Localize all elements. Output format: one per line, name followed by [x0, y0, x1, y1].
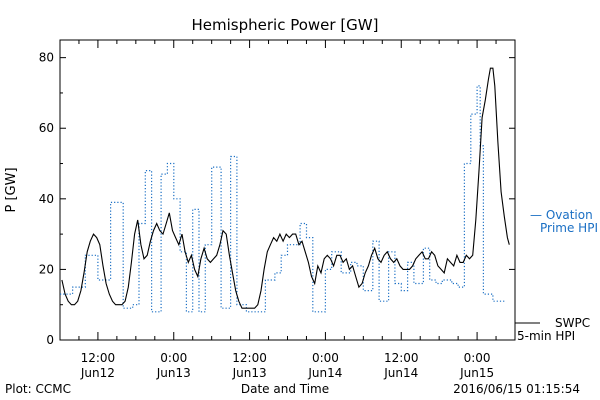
x-tick-label: 0:00	[312, 351, 339, 365]
x-tick-date-label: Jun14	[307, 366, 342, 380]
x-axis: 12:00Jun120:00Jun1312:00Jun130:00Jun1412…	[78, 40, 497, 380]
series-layer	[60, 67, 510, 313]
x-tick-label: 0:00	[160, 351, 187, 365]
plot-frame	[59, 39, 516, 341]
x-tick-date-label: Jun12	[80, 366, 115, 380]
series-swpc-line	[61, 67, 510, 309]
series-ovation-line	[60, 85, 506, 313]
y-tick-label: 80	[39, 51, 54, 65]
y-tick-label: 20	[39, 262, 54, 276]
y-tick-label: 60	[39, 121, 54, 135]
legend-swpc-line1: SWPC	[555, 316, 590, 330]
legend-ovation-line2: Prime HPI	[540, 221, 598, 235]
x-tick-date-label: Jun13	[156, 366, 191, 380]
x-tick-label: 12:00	[232, 351, 267, 365]
y-axis-label: P [GW]	[4, 167, 19, 212]
plot-credit: Plot: CCMC	[5, 382, 71, 396]
x-tick-label: 12:00	[384, 351, 419, 365]
x-tick-label: 12:00	[81, 351, 116, 365]
legend-swpc-line2: 5-min HPI	[517, 329, 575, 343]
x-tick-label: 0:00	[464, 351, 491, 365]
x-tick-date-label: Jun13	[232, 366, 267, 380]
y-tick-label: 40	[39, 192, 54, 206]
x-tick-date-label: Jun14	[383, 366, 418, 380]
x-axis-label: Date and Time	[241, 382, 329, 396]
y-tick-label: 0	[46, 333, 54, 347]
chart-title: Hemispheric Power [GW]	[192, 16, 379, 34]
legend-ovation-line1: — Ovation	[530, 208, 593, 222]
x-tick-date-label: Jun15	[459, 366, 494, 380]
plot-timestamp: 2016/06/15 01:15:54	[453, 382, 580, 396]
y-axis: 0 20 40 60 80	[39, 51, 515, 347]
